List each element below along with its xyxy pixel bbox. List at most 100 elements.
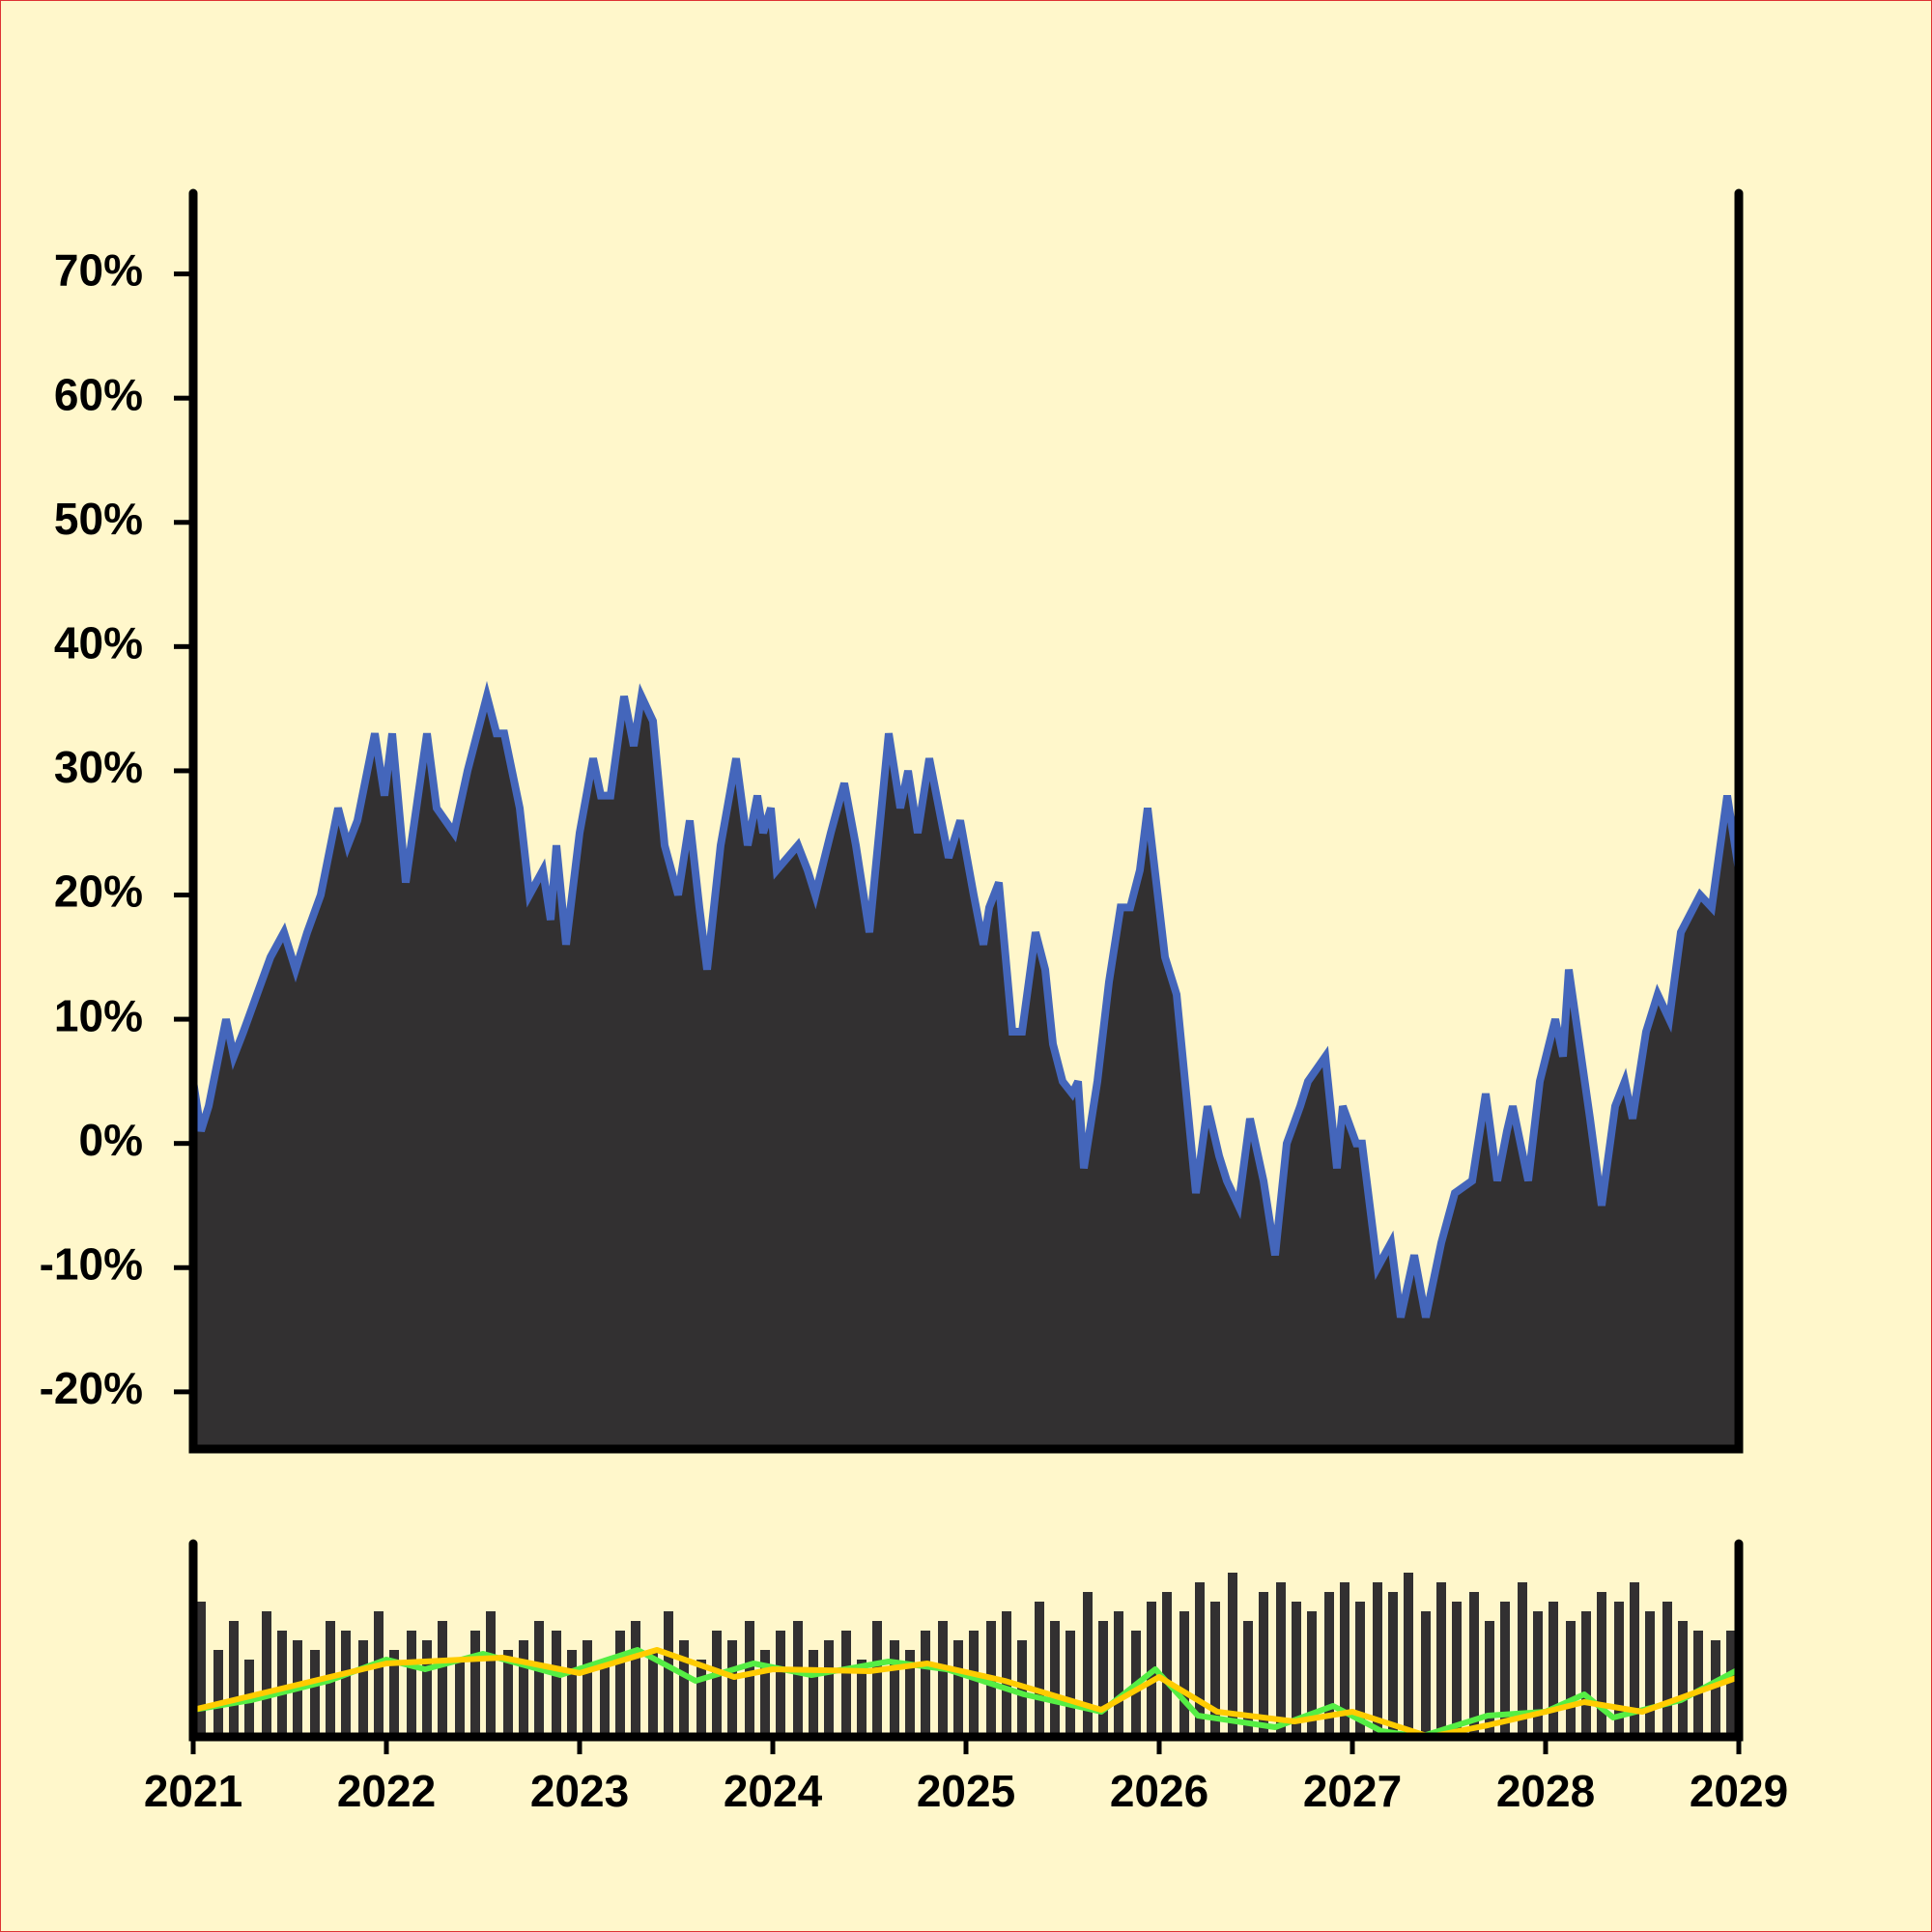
volume-bar: [1035, 1602, 1044, 1737]
main-plot: [193, 680, 1739, 1449]
volume-bar: [809, 1650, 818, 1737]
y-tick-label: -10%: [40, 1238, 143, 1289]
volume-bar: [905, 1650, 915, 1737]
volume-bar: [1307, 1611, 1317, 1737]
volume-bar: [1098, 1621, 1108, 1737]
moving-average: [193, 1647, 1739, 1737]
volume-bar: [760, 1650, 770, 1737]
volume-bar: [455, 1660, 465, 1737]
volume-bar: [1662, 1602, 1672, 1737]
volume-bar: [389, 1650, 399, 1737]
volume-bar: [1533, 1611, 1543, 1737]
volume-bar: [229, 1621, 239, 1737]
area: [193, 696, 1739, 1449]
volume-bar: [615, 1631, 625, 1737]
volume-bar: [438, 1621, 447, 1737]
volume-bar: [1614, 1602, 1624, 1737]
volume-bar: [1065, 1631, 1075, 1737]
x-tick-label: 2027: [1303, 1766, 1402, 1816]
volume-bar: [953, 1640, 963, 1737]
volume-bar: [679, 1640, 689, 1737]
y-tick-label: 50%: [54, 494, 143, 544]
x-tick-label: 2029: [1690, 1766, 1788, 1816]
x-tick-label: 2025: [917, 1766, 1015, 1816]
volume-bar: [1485, 1621, 1494, 1737]
volume-bar: [1340, 1582, 1350, 1737]
volume-bar: [277, 1631, 287, 1737]
x-tick-label: 2021: [144, 1766, 242, 1816]
volume-bar: [1228, 1573, 1237, 1737]
axes: -20% -10% 0% 10% 20% 30% 40% 50% 60% 70% 2021 2022 2…: [40, 188, 1788, 1816]
lower-plot: [193, 1573, 1739, 1737]
volume-bar: [407, 1631, 416, 1737]
volume-bar: [310, 1650, 320, 1737]
volume-bar: [890, 1640, 899, 1737]
moving-average: [193, 1647, 1739, 1737]
volume-bar: [696, 1660, 706, 1737]
volume-bar: [1002, 1611, 1011, 1737]
volume-bar: [341, 1631, 351, 1737]
volume-bar: [1355, 1602, 1365, 1737]
volume-bar: [648, 1650, 658, 1737]
line: [193, 680, 1739, 1319]
x-tick-label: 2023: [530, 1766, 629, 1816]
volume-bar: [631, 1621, 640, 1737]
volume-bar: [1678, 1621, 1688, 1737]
volume-bar: [841, 1631, 851, 1737]
volume-bar: [1179, 1611, 1189, 1737]
volume-bar: [664, 1611, 673, 1737]
volume-bar: [1195, 1582, 1205, 1737]
volume-bar: [727, 1640, 737, 1737]
y-tick-label: 20%: [54, 867, 143, 917]
volume-bar: [824, 1640, 834, 1737]
volume-bar: [1210, 1602, 1220, 1737]
x-tick-label: 2026: [1110, 1766, 1208, 1816]
volume-bar: [1083, 1592, 1093, 1737]
volume-bar: [196, 1602, 206, 1737]
volume-bar: [1711, 1640, 1720, 1737]
x-tick-label: 2022: [337, 1766, 436, 1816]
volume-bar: [1630, 1582, 1639, 1737]
volume-bar: [1436, 1582, 1446, 1737]
volume-bar: [712, 1631, 722, 1737]
volume-bar: [1548, 1602, 1558, 1737]
volume-bar: [1421, 1611, 1431, 1737]
volume-bar: [1388, 1592, 1398, 1737]
volume-bar: [1581, 1611, 1591, 1737]
volume-bar: [262, 1611, 271, 1737]
volume-bar: [938, 1621, 948, 1737]
volume-bar: [486, 1611, 496, 1737]
volume-bar: [422, 1640, 432, 1737]
volume-bar: [1276, 1582, 1286, 1737]
volume-bar: [503, 1650, 513, 1737]
volume-bar: [1469, 1592, 1479, 1737]
volume-bar: [969, 1631, 979, 1737]
volume-bar: [857, 1660, 867, 1737]
volume-bar: [582, 1640, 592, 1737]
x-tick-label: 2024: [724, 1766, 823, 1816]
volume-bar: [567, 1650, 577, 1737]
volume-bar: [470, 1631, 480, 1737]
volume-bar: [1324, 1592, 1334, 1737]
y-tick-label: 70%: [54, 245, 143, 296]
y-tick-label: 0%: [79, 1115, 143, 1165]
volume-bar: [358, 1640, 368, 1737]
y-tick-label: 60%: [54, 369, 143, 419]
y-tick-label: -20%: [40, 1363, 143, 1413]
y-tick-label: 10%: [54, 990, 143, 1040]
volume-bar: [776, 1631, 785, 1737]
volume-bar: [745, 1621, 754, 1737]
spine: [188, 1539, 1744, 1742]
x-tick-label: 2028: [1496, 1766, 1595, 1816]
volume-bar: [552, 1631, 561, 1737]
volume-bar: [1292, 1602, 1301, 1737]
volume-bar: [374, 1611, 384, 1737]
volume-bar: [872, 1621, 882, 1737]
y-tick-label: 40%: [54, 617, 143, 668]
volume-bar: [1645, 1611, 1655, 1737]
volume-bar: [1243, 1621, 1253, 1737]
volume-bar: [1452, 1602, 1462, 1737]
volume-bar: [213, 1650, 223, 1737]
volume-bar: [1162, 1592, 1172, 1737]
